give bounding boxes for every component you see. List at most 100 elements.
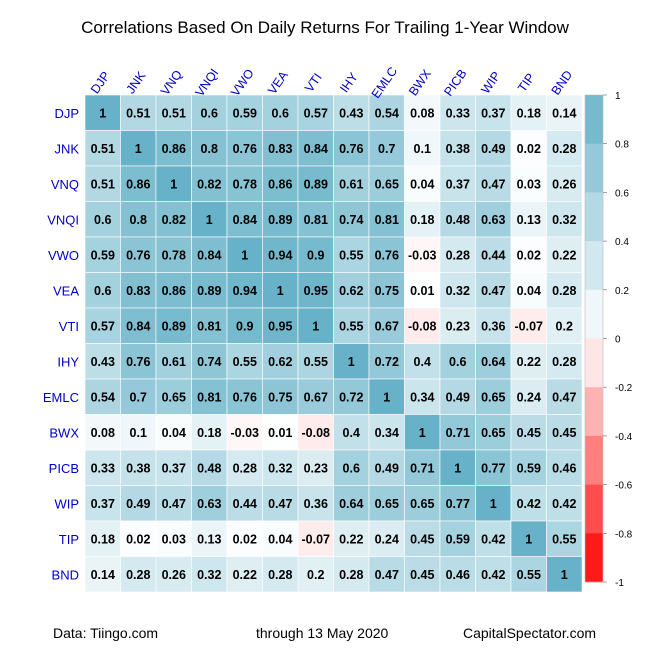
heatmap-cell-wip-ihy <box>333 485 370 522</box>
heatmap-cell-vnq-vnq <box>155 165 192 202</box>
heatmap-cell-vnq-bnd <box>546 165 583 202</box>
cell-value-jnk-emlc: 0.7 <box>378 142 395 156</box>
heatmap-cell-vnqi-vea <box>262 201 299 238</box>
cell-value-jnk-ihy: 0.76 <box>339 142 363 156</box>
colorbar-tick-label: 0 <box>615 335 621 346</box>
heatmap-cell-tip-wip <box>475 520 512 557</box>
heatmap-cell-wip-vnq <box>155 485 192 522</box>
heatmap-cell-tip-bwx <box>404 520 441 557</box>
cell-value-picb-bwx: 0.71 <box>410 461 434 475</box>
heatmap-cell-vea-jnk <box>120 272 157 309</box>
cell-value-bwx-djp: 0.08 <box>91 426 115 440</box>
cell-value-bwx-jnk: 0.1 <box>130 426 147 440</box>
heatmap-cell-emlc-bwx <box>404 378 441 415</box>
cell-value-djp-emlc: 0.54 <box>375 106 399 120</box>
heatmap-cell-djp-vea <box>262 94 299 131</box>
heatmap-cell-bwx-wip <box>475 414 512 451</box>
heatmap-cell-jnk-bnd <box>546 130 583 167</box>
cell-value-vnqi-emlc: 0.81 <box>375 213 399 227</box>
cell-value-bnd-vea: 0.28 <box>268 568 292 582</box>
heatmap-cell-jnk-ihy <box>333 130 370 167</box>
colorbar-bin <box>585 484 603 534</box>
cell-value-bwx-ihy: 0.4 <box>343 426 360 440</box>
cell-value-jnk-vea: 0.83 <box>268 142 292 156</box>
cell-value-vea-vwo: 0.94 <box>233 284 257 298</box>
cell-value-ihy-bwx: 0.4 <box>414 355 431 369</box>
cell-value-bwx-tip: 0.45 <box>517 426 541 440</box>
cell-value-picb-wip: 0.77 <box>481 461 505 475</box>
heatmap-cell-bwx-tip <box>510 414 547 451</box>
heatmap-cell-wip-bwx <box>404 485 441 522</box>
cell-value-bwx-vnqi: 0.18 <box>197 426 221 440</box>
cell-value-vea-vnqi: 0.89 <box>197 284 221 298</box>
column-label-wip: WIP <box>478 69 503 96</box>
cell-value-tip-ihy: 0.22 <box>339 532 363 546</box>
colorbar-bin <box>585 289 603 339</box>
heatmap-cell-vnqi-emlc <box>368 201 405 238</box>
heatmap-cell-wip-wip <box>475 485 512 522</box>
column-label-picb: PICB <box>441 67 469 99</box>
heatmap-cell-bnd-tip <box>510 556 547 593</box>
heatmap-cell-vwo-vwo <box>226 236 263 273</box>
heatmap-cell-bnd-bwx <box>404 556 441 593</box>
cell-value-jnk-vwo: 0.76 <box>233 142 257 156</box>
row-label-vea: VEA <box>53 283 79 298</box>
cell-value-wip-jnk: 0.49 <box>126 497 150 511</box>
heatmap-cell-tip-jnk <box>120 520 157 557</box>
cell-value-djp-vti: 0.57 <box>304 106 328 120</box>
heatmap-cell-ihy-tip <box>510 343 547 380</box>
heatmap-cell-wip-vea <box>262 485 299 522</box>
cell-value-picb-bnd: 0.46 <box>552 461 576 475</box>
row-label-vwo: VWO <box>48 248 79 263</box>
cell-value-vnq-vti: 0.89 <box>304 177 328 191</box>
cell-value-vnqi-vnq: 0.82 <box>162 213 186 227</box>
cell-value-ihy-picb: 0.6 <box>449 355 466 369</box>
cell-value-bwx-vea: 0.01 <box>268 426 292 440</box>
cell-value-vnq-tip: 0.03 <box>517 177 541 191</box>
heatmap-cell-bwx-bwx <box>404 414 441 451</box>
colorbar-bin <box>585 435 603 485</box>
heatmap-cell-vnqi-vnqi <box>191 201 228 238</box>
cell-value-vea-wip: 0.47 <box>481 284 505 298</box>
cell-value-djp-djp: 1 <box>99 106 106 120</box>
row-label-emlc: EMLC <box>43 390 79 405</box>
heatmap-cell-emlc-tip <box>510 378 547 415</box>
colorbar-bin <box>585 241 603 291</box>
row-label-ihy: IHY <box>57 354 79 369</box>
cell-value-vnq-vwo: 0.78 <box>233 177 257 191</box>
cell-value-ihy-vea: 0.62 <box>268 355 292 369</box>
heatmap-cell-bwx-vnq <box>155 414 192 451</box>
row-label-vnq: VNQ <box>51 177 79 192</box>
colorbar-bin <box>585 143 603 193</box>
cell-value-vwo-tip: 0.02 <box>517 248 541 262</box>
cell-value-vnqi-vti: 0.81 <box>304 213 328 227</box>
cell-value-vti-vea: 0.95 <box>268 319 292 333</box>
row-label-picb: PICB <box>49 461 79 476</box>
cell-value-tip-bwx: 0.45 <box>410 532 434 546</box>
heatmap-cell-jnk-djp <box>84 130 121 167</box>
colorbar: 1 0.8 0.6 0.4 0.2 0 -0.2 -0.4 -0.6 -0.8 -1 <box>584 91 633 589</box>
column-label-vwo: VWO <box>228 66 257 99</box>
heatmap-cell-picb-tip <box>510 449 547 486</box>
cell-value-vea-bnd: 0.28 <box>552 284 576 298</box>
cell-value-vnqi-wip: 0.63 <box>481 213 505 227</box>
cell-value-bnd-jnk: 0.28 <box>126 568 150 582</box>
heatmap-cell-vea-vnq <box>155 272 192 309</box>
heatmap-cell-tip-tip <box>510 520 547 557</box>
heatmap-cell-bnd-vnq <box>155 556 192 593</box>
colorbar-tick-label: -0.4 <box>615 432 633 443</box>
cell-value-tip-vti: -0.07 <box>302 532 331 546</box>
cell-value-picb-emlc: 0.49 <box>375 461 399 475</box>
cell-value-tip-wip: 0.42 <box>481 532 505 546</box>
heatmap-cell-vnqi-jnk <box>120 201 157 238</box>
cell-value-djp-ihy: 0.43 <box>339 106 363 120</box>
heatmap-cell-wip-bnd <box>546 485 583 522</box>
cell-value-emlc-picb: 0.49 <box>446 390 470 404</box>
cell-value-vnqi-vwo: 0.84 <box>233 213 257 227</box>
heatmap-cell-vti-tip <box>510 307 547 344</box>
cell-value-bwx-wip: 0.65 <box>481 426 505 440</box>
heatmap-cell-picb-emlc <box>368 449 405 486</box>
heatmap-cell-vwo-vnq <box>155 236 192 273</box>
column-label-ihy: IHY <box>337 70 361 96</box>
colorbar-tick-label: -0.8 <box>615 529 633 540</box>
